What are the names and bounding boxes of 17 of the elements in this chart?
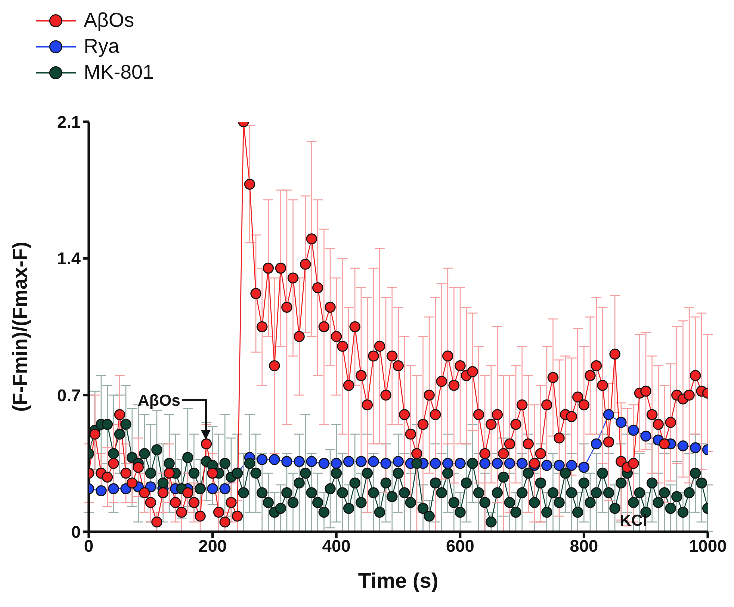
annotation: KCl <box>620 513 648 530</box>
legend-label: MK-801 <box>84 62 154 84</box>
y-tick-label: 0.7 <box>57 386 81 406</box>
legend-label: Rya <box>84 36 120 58</box>
x-tick-label: 1000 <box>689 537 727 556</box>
y-tick-label: 0 <box>72 523 81 542</box>
x-tick-label: 600 <box>446 537 475 556</box>
x-tick-label: 200 <box>198 537 227 556</box>
y-tick-label: 2.1 <box>57 113 81 132</box>
y-axis-title: (F-Fmin)/(Fmax-F) <box>10 242 32 412</box>
x-tick-label: 400 <box>322 537 351 556</box>
x-axis-title: Time (s) <box>358 570 439 593</box>
y-tick-label: 1.4 <box>57 250 82 269</box>
annotation: AβOs <box>138 393 181 410</box>
x-tick-label: 800 <box>570 537 598 556</box>
legend-label: AβOs <box>84 10 134 32</box>
x-tick-label: 0 <box>84 537 94 556</box>
